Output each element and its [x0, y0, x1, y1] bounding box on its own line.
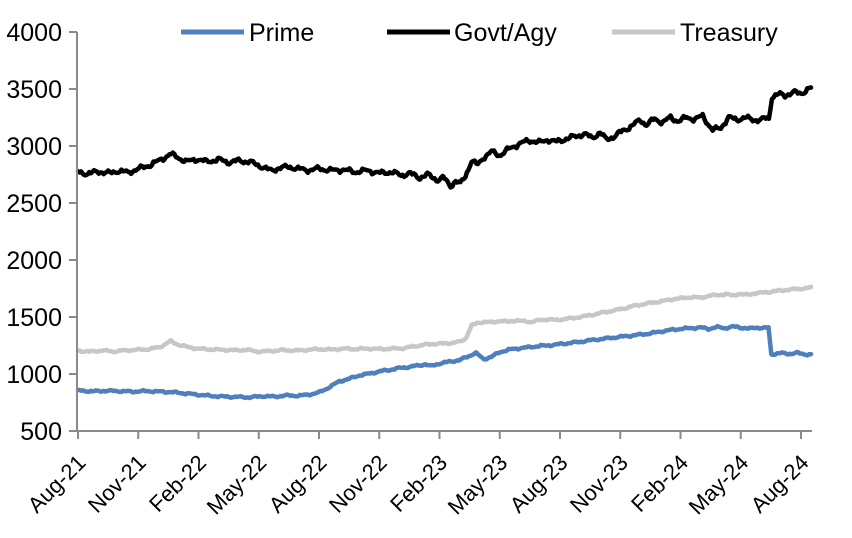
x-tick-label: Nov-22 [324, 450, 392, 518]
y-tick-label: 1000 [6, 361, 62, 389]
x-tick-label: Aug-21 [23, 450, 91, 518]
legend-item-treasury[interactable]: Treasury [612, 19, 778, 47]
legend-label-prime: Prime [249, 19, 314, 47]
y-tick-label: 500 [20, 418, 62, 446]
legend-item-prime[interactable]: Prime [181, 19, 314, 47]
x-tick-label: Aug-24 [746, 450, 814, 518]
y-tick-label: 2500 [6, 190, 62, 218]
x-tick-label: Nov-23 [565, 450, 633, 518]
x-tick-label: May-22 [202, 450, 272, 520]
x-tick-label: May-23 [443, 450, 513, 520]
legend-label-treasury: Treasury [680, 19, 778, 47]
series-line-govt-agy [75, 85, 814, 190]
axis-layer: 5001000150020002500300035004000Aug-21Nov… [6, 19, 813, 519]
y-tick-label: 4000 [6, 19, 62, 47]
x-tick-label: Feb-22 [144, 450, 211, 517]
y-tick-label: 3500 [6, 76, 62, 104]
x-tick-label: Aug-22 [264, 450, 332, 518]
x-tick-label: Feb-24 [626, 450, 693, 517]
legend-item-govt-agy[interactable]: Govt/Agy [387, 19, 557, 47]
x-tick-label: Nov-21 [83, 450, 151, 518]
y-tick-label: 1500 [6, 304, 62, 332]
series-line-prime [75, 323, 814, 401]
y-tick-label: 3000 [6, 133, 62, 161]
x-tick-label: Feb-23 [385, 450, 452, 517]
y-tick-label: 2000 [6, 247, 62, 275]
chart-legend: Prime Govt/Agy Treasury [181, 19, 778, 47]
legend-label-govt-agy: Govt/Agy [454, 19, 557, 47]
series-layer [75, 85, 814, 401]
x-tick-label: Aug-23 [505, 450, 573, 518]
x-tick-label: May-24 [684, 450, 754, 520]
series-line-treasury [75, 284, 814, 355]
